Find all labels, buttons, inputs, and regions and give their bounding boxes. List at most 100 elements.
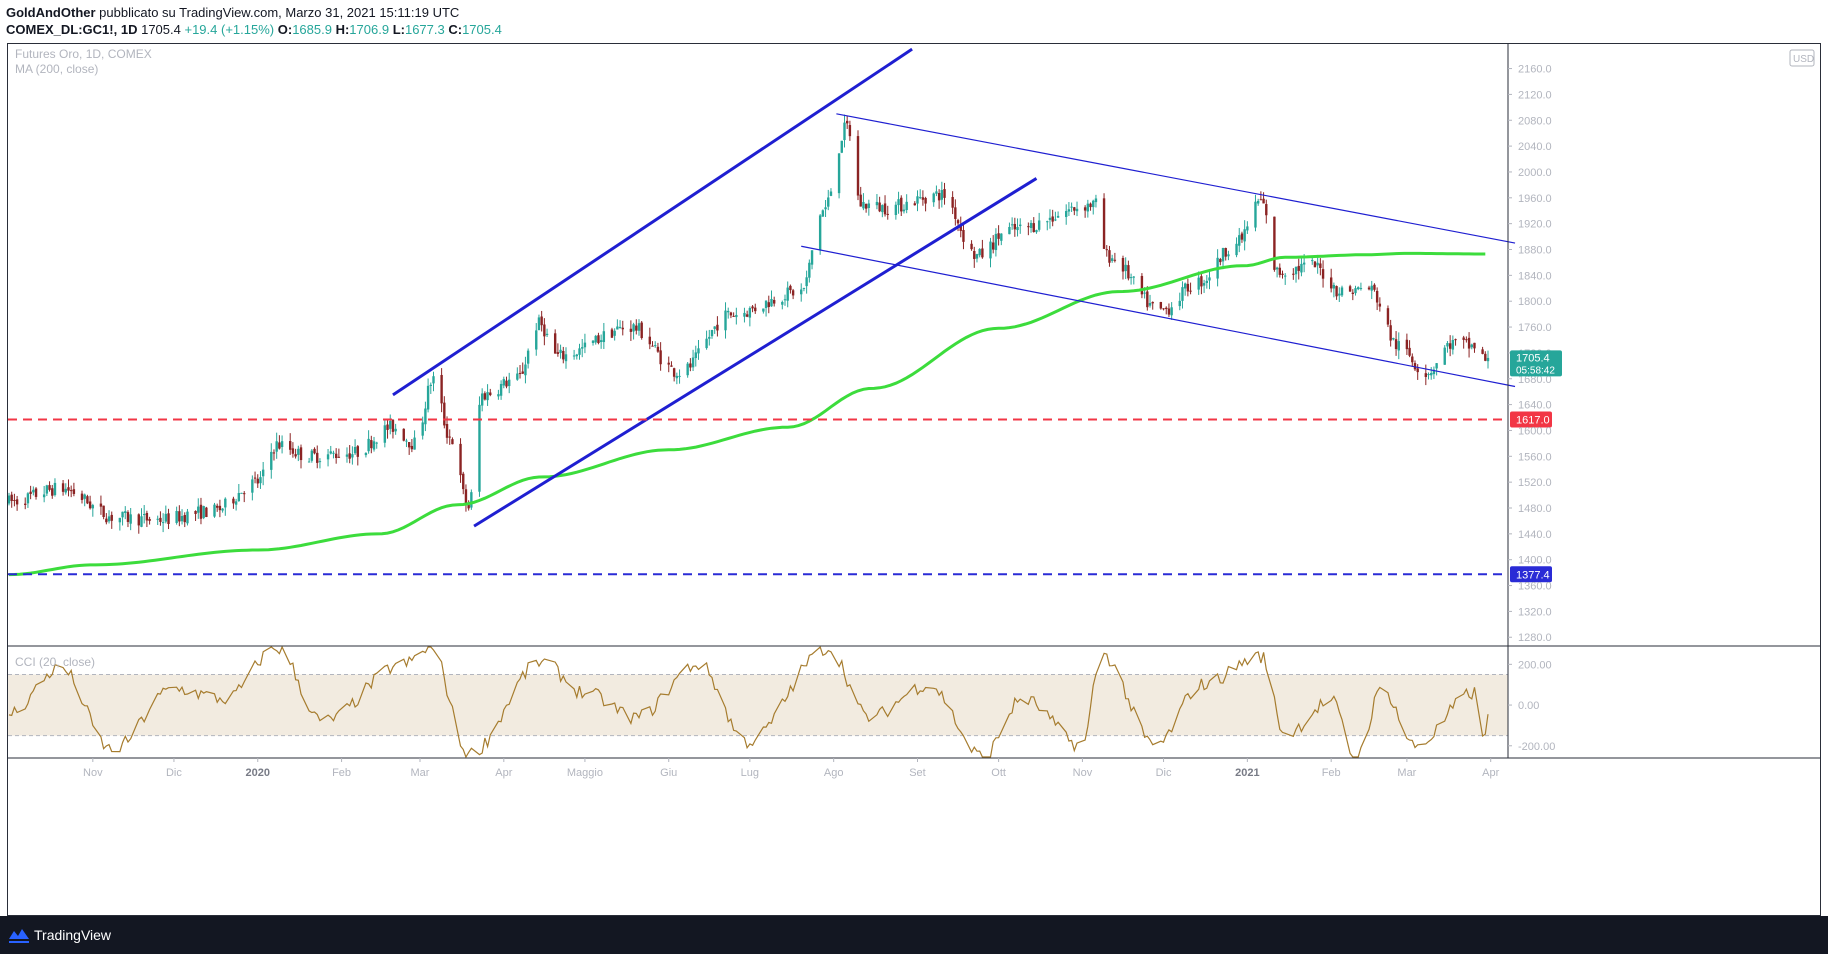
candle-body bbox=[1016, 226, 1019, 231]
candle-body bbox=[962, 229, 965, 242]
candle-body bbox=[632, 324, 635, 332]
candle-body bbox=[732, 315, 735, 317]
candle-body bbox=[69, 490, 73, 492]
candle-body bbox=[1029, 222, 1033, 228]
candle-body bbox=[1473, 342, 1476, 349]
candle-body bbox=[215, 505, 219, 508]
candle-body bbox=[1370, 285, 1373, 291]
candle-body bbox=[140, 516, 143, 527]
candle-body bbox=[1200, 276, 1203, 287]
candle-body bbox=[410, 445, 414, 450]
candle-body bbox=[545, 333, 549, 336]
time-tick-label: 2020 bbox=[246, 767, 270, 779]
candle-body bbox=[1411, 356, 1414, 363]
candle-body bbox=[613, 330, 616, 336]
ma-line-group bbox=[8, 251, 1486, 577]
time-tick-label: Nov bbox=[83, 767, 103, 779]
candle-body bbox=[1275, 267, 1279, 270]
candle-body bbox=[1000, 233, 1003, 241]
candle-body bbox=[478, 404, 481, 492]
candle-body bbox=[867, 203, 871, 209]
candle-body bbox=[126, 512, 130, 522]
candle-body bbox=[864, 203, 868, 209]
price-tick-label: 1920.0 bbox=[1518, 219, 1552, 231]
candle-body bbox=[970, 243, 973, 250]
candle-body bbox=[516, 373, 519, 380]
candle-body bbox=[1278, 267, 1282, 275]
candle-body bbox=[843, 122, 846, 141]
candle-body bbox=[426, 385, 430, 410]
price-chart[interactable]: 1617.0 1377.4 1280.0 1320.0 1360.0 1400.0 144… bbox=[8, 44, 1820, 915]
ma-200-line bbox=[8, 251, 1486, 577]
candle-body bbox=[675, 375, 679, 379]
candle-body bbox=[1359, 288, 1363, 290]
candle-body bbox=[24, 503, 27, 505]
author-name[interactable]: GoldAndOther bbox=[6, 5, 96, 20]
candle-body bbox=[10, 494, 13, 501]
candle-body bbox=[640, 322, 643, 339]
trend-lines[interactable] bbox=[392, 47, 1516, 528]
candle-body bbox=[1319, 263, 1322, 268]
horizontal-line-label: 1617.0 bbox=[1516, 414, 1550, 426]
candle-body bbox=[1389, 325, 1392, 341]
time-tick-label: Feb bbox=[1322, 767, 1341, 779]
currency-label: USD bbox=[1793, 54, 1814, 65]
candle-body bbox=[394, 428, 397, 432]
candle-body bbox=[294, 454, 297, 457]
candle-body bbox=[618, 326, 622, 328]
price-tick-label: 1400.0 bbox=[1518, 555, 1552, 567]
candle-body bbox=[1348, 286, 1352, 292]
price-tick-label: 1600.0 bbox=[1518, 425, 1552, 437]
high-label: H: bbox=[335, 22, 350, 37]
candle-body bbox=[1224, 248, 1227, 257]
candle-body bbox=[1127, 265, 1130, 279]
cci-line bbox=[8, 645, 1489, 759]
candle-body bbox=[1454, 339, 1457, 341]
candle-body bbox=[975, 254, 979, 259]
candle-body bbox=[951, 196, 954, 208]
candle-body bbox=[161, 522, 165, 524]
candle-body bbox=[383, 425, 387, 443]
candle-body bbox=[991, 242, 995, 250]
candle-body bbox=[470, 492, 473, 508]
candle-body bbox=[351, 454, 354, 458]
candle-body bbox=[32, 489, 35, 493]
price-tick-label: 1440.0 bbox=[1518, 529, 1552, 541]
candle-body bbox=[180, 515, 184, 522]
horizontal-lines[interactable]: 1617.0 1377.4 bbox=[8, 411, 1552, 583]
candle-body bbox=[402, 428, 405, 441]
currency-box bbox=[1789, 49, 1815, 67]
chart-area[interactable]: 1617.0 1377.4 1280.0 1320.0 1360.0 1400.0 144… bbox=[7, 43, 1821, 916]
descending-channel-lower-line bbox=[801, 245, 1516, 388]
candle-body bbox=[502, 379, 506, 386]
candle-body bbox=[1430, 372, 1433, 376]
candle-body bbox=[537, 317, 541, 331]
candle-body bbox=[326, 454, 330, 460]
tradingview-brand[interactable]: TradingView bbox=[34, 927, 112, 943]
candle-body bbox=[637, 323, 641, 331]
candle-body bbox=[762, 308, 765, 312]
candle-body bbox=[345, 454, 349, 457]
candle-body bbox=[754, 307, 757, 312]
candle-body bbox=[1408, 347, 1411, 356]
footer-bar: TradingView bbox=[0, 916, 1828, 954]
tradingview-logo-icon[interactable] bbox=[8, 925, 30, 945]
candle-body bbox=[1367, 287, 1371, 290]
candle-body bbox=[689, 363, 692, 368]
candle-body bbox=[956, 220, 960, 224]
candle-body bbox=[1435, 363, 1438, 369]
candle-body bbox=[1151, 302, 1154, 304]
candle-body bbox=[148, 518, 151, 521]
candle-body bbox=[745, 314, 749, 317]
candle-body bbox=[124, 511, 127, 513]
candle-body bbox=[694, 352, 697, 359]
time-tick-label: Mar bbox=[411, 767, 430, 779]
price-tick-label: 1360.0 bbox=[1518, 581, 1552, 593]
candle-body bbox=[802, 287, 806, 289]
candle-body bbox=[897, 199, 900, 206]
candle-body bbox=[186, 511, 189, 524]
candle-body bbox=[261, 469, 265, 477]
candle-body bbox=[483, 393, 487, 400]
candle-body bbox=[1235, 243, 1238, 256]
candle-body bbox=[307, 461, 311, 463]
